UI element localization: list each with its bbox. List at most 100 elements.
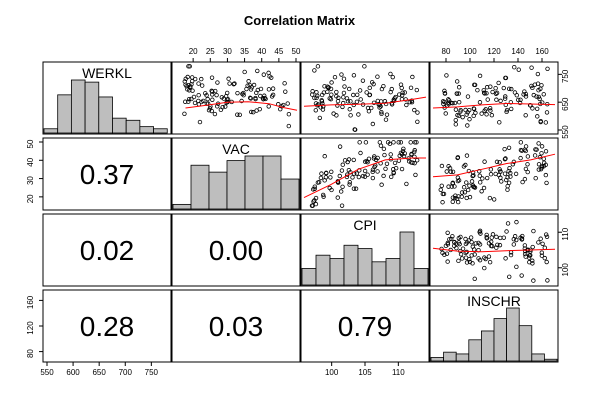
scatter-point bbox=[375, 169, 380, 174]
scatter-point bbox=[338, 189, 344, 194]
scatter-point bbox=[367, 85, 372, 91]
scatter-point bbox=[312, 95, 317, 101]
scatter-point bbox=[329, 80, 334, 85]
scatter-point bbox=[487, 259, 493, 265]
scatter-point bbox=[471, 106, 477, 111]
scatter-point bbox=[334, 94, 339, 99]
scatter-point bbox=[465, 187, 471, 193]
scatter-point bbox=[530, 244, 535, 250]
scatter-point bbox=[189, 96, 194, 102]
bottom-axis-label: 550 bbox=[40, 368, 54, 377]
scatter-point bbox=[413, 172, 418, 178]
scatter-point bbox=[503, 156, 508, 161]
scatter-point bbox=[449, 236, 454, 242]
histogram-bar bbox=[208, 171, 228, 210]
scatter-point bbox=[452, 195, 458, 201]
scatter-point bbox=[479, 111, 484, 116]
scatter-point bbox=[215, 104, 220, 109]
scatter-point bbox=[489, 235, 494, 240]
scatter-point bbox=[328, 175, 333, 180]
scatter-point bbox=[536, 240, 541, 245]
scatter-point bbox=[241, 90, 246, 96]
scatter-point bbox=[347, 182, 352, 187]
scatter-point bbox=[379, 111, 384, 117]
histogram-bar bbox=[139, 126, 154, 134]
scatter-point bbox=[532, 153, 538, 158]
smooth-line bbox=[432, 102, 556, 109]
scatter-point bbox=[360, 78, 366, 83]
scatter-point bbox=[463, 162, 468, 168]
scatter-point bbox=[223, 94, 229, 99]
scatter-point bbox=[351, 102, 356, 108]
correlation-value-inschr-vac: 0.03 bbox=[209, 311, 264, 342]
correlation-value-inschr-cpi: 0.79 bbox=[338, 311, 393, 342]
scatter-point bbox=[539, 144, 545, 149]
scatter-point bbox=[529, 83, 534, 89]
scatter-point bbox=[325, 84, 330, 89]
scatter-point bbox=[494, 159, 500, 165]
scatter-point bbox=[535, 81, 541, 86]
panel-frame bbox=[300, 137, 430, 211]
scatter-point bbox=[329, 187, 334, 193]
scatter-point bbox=[477, 228, 483, 234]
histogram-bar bbox=[413, 268, 429, 286]
scatter-point bbox=[456, 99, 462, 105]
right-axis-label: 100 bbox=[561, 263, 570, 277]
scatter-point bbox=[355, 92, 360, 97]
scatter-point bbox=[365, 105, 371, 111]
scatter-point bbox=[367, 92, 372, 98]
scatter-point bbox=[501, 235, 507, 240]
scatter-point bbox=[199, 99, 204, 105]
scatter-point bbox=[337, 144, 343, 149]
scatter-point bbox=[365, 160, 370, 165]
histogram-bar bbox=[506, 307, 520, 362]
scatter-point bbox=[249, 109, 254, 115]
scatter-point bbox=[464, 195, 469, 201]
scatter-point bbox=[312, 68, 317, 73]
scatter-point bbox=[379, 109, 384, 115]
left-axis-label: 120 bbox=[26, 321, 35, 335]
scatter-point bbox=[266, 104, 271, 109]
scatter-point bbox=[247, 95, 253, 101]
scatter-point bbox=[531, 228, 536, 234]
scatter-point bbox=[377, 105, 382, 110]
scatter-point bbox=[248, 96, 253, 101]
scatter-point bbox=[205, 96, 210, 102]
scatter-point bbox=[541, 163, 547, 169]
scatter-point bbox=[406, 159, 412, 164]
scatter-point bbox=[404, 102, 409, 108]
scatter-point bbox=[482, 255, 487, 260]
scatter-point bbox=[409, 151, 414, 157]
panel-cpi-vac: 0.00 bbox=[171, 213, 301, 287]
scatter-point bbox=[529, 65, 534, 70]
scatter-point bbox=[401, 153, 407, 159]
scatter-point bbox=[456, 91, 461, 96]
scatter-point bbox=[518, 140, 524, 145]
scatter-point bbox=[241, 93, 246, 98]
scatter-point bbox=[371, 100, 377, 106]
scatter-point bbox=[196, 81, 201, 86]
scatter-point bbox=[467, 183, 472, 188]
scatter-point bbox=[445, 230, 450, 235]
scatter-point bbox=[321, 194, 326, 199]
scatter-point bbox=[396, 140, 401, 145]
scatter-point bbox=[414, 87, 420, 93]
scatter-point bbox=[455, 155, 461, 160]
panel-frame bbox=[42, 61, 172, 135]
smooth-line bbox=[303, 157, 426, 199]
scatter-point bbox=[465, 123, 470, 128]
scatter-point bbox=[525, 169, 530, 175]
scatter-point bbox=[440, 191, 446, 197]
scatter-point bbox=[464, 112, 469, 117]
scatter-point bbox=[494, 90, 500, 96]
scatter-point bbox=[450, 199, 455, 204]
left-axis-label: 80 bbox=[26, 349, 35, 358]
scatter-point bbox=[255, 68, 260, 74]
scatter-point bbox=[267, 74, 272, 79]
histogram-bar bbox=[399, 231, 415, 286]
scatter-point bbox=[523, 113, 528, 118]
scatter-point bbox=[525, 154, 531, 159]
scatter-point bbox=[543, 232, 549, 237]
scatter-point bbox=[460, 246, 466, 251]
scatter-point bbox=[414, 158, 420, 163]
